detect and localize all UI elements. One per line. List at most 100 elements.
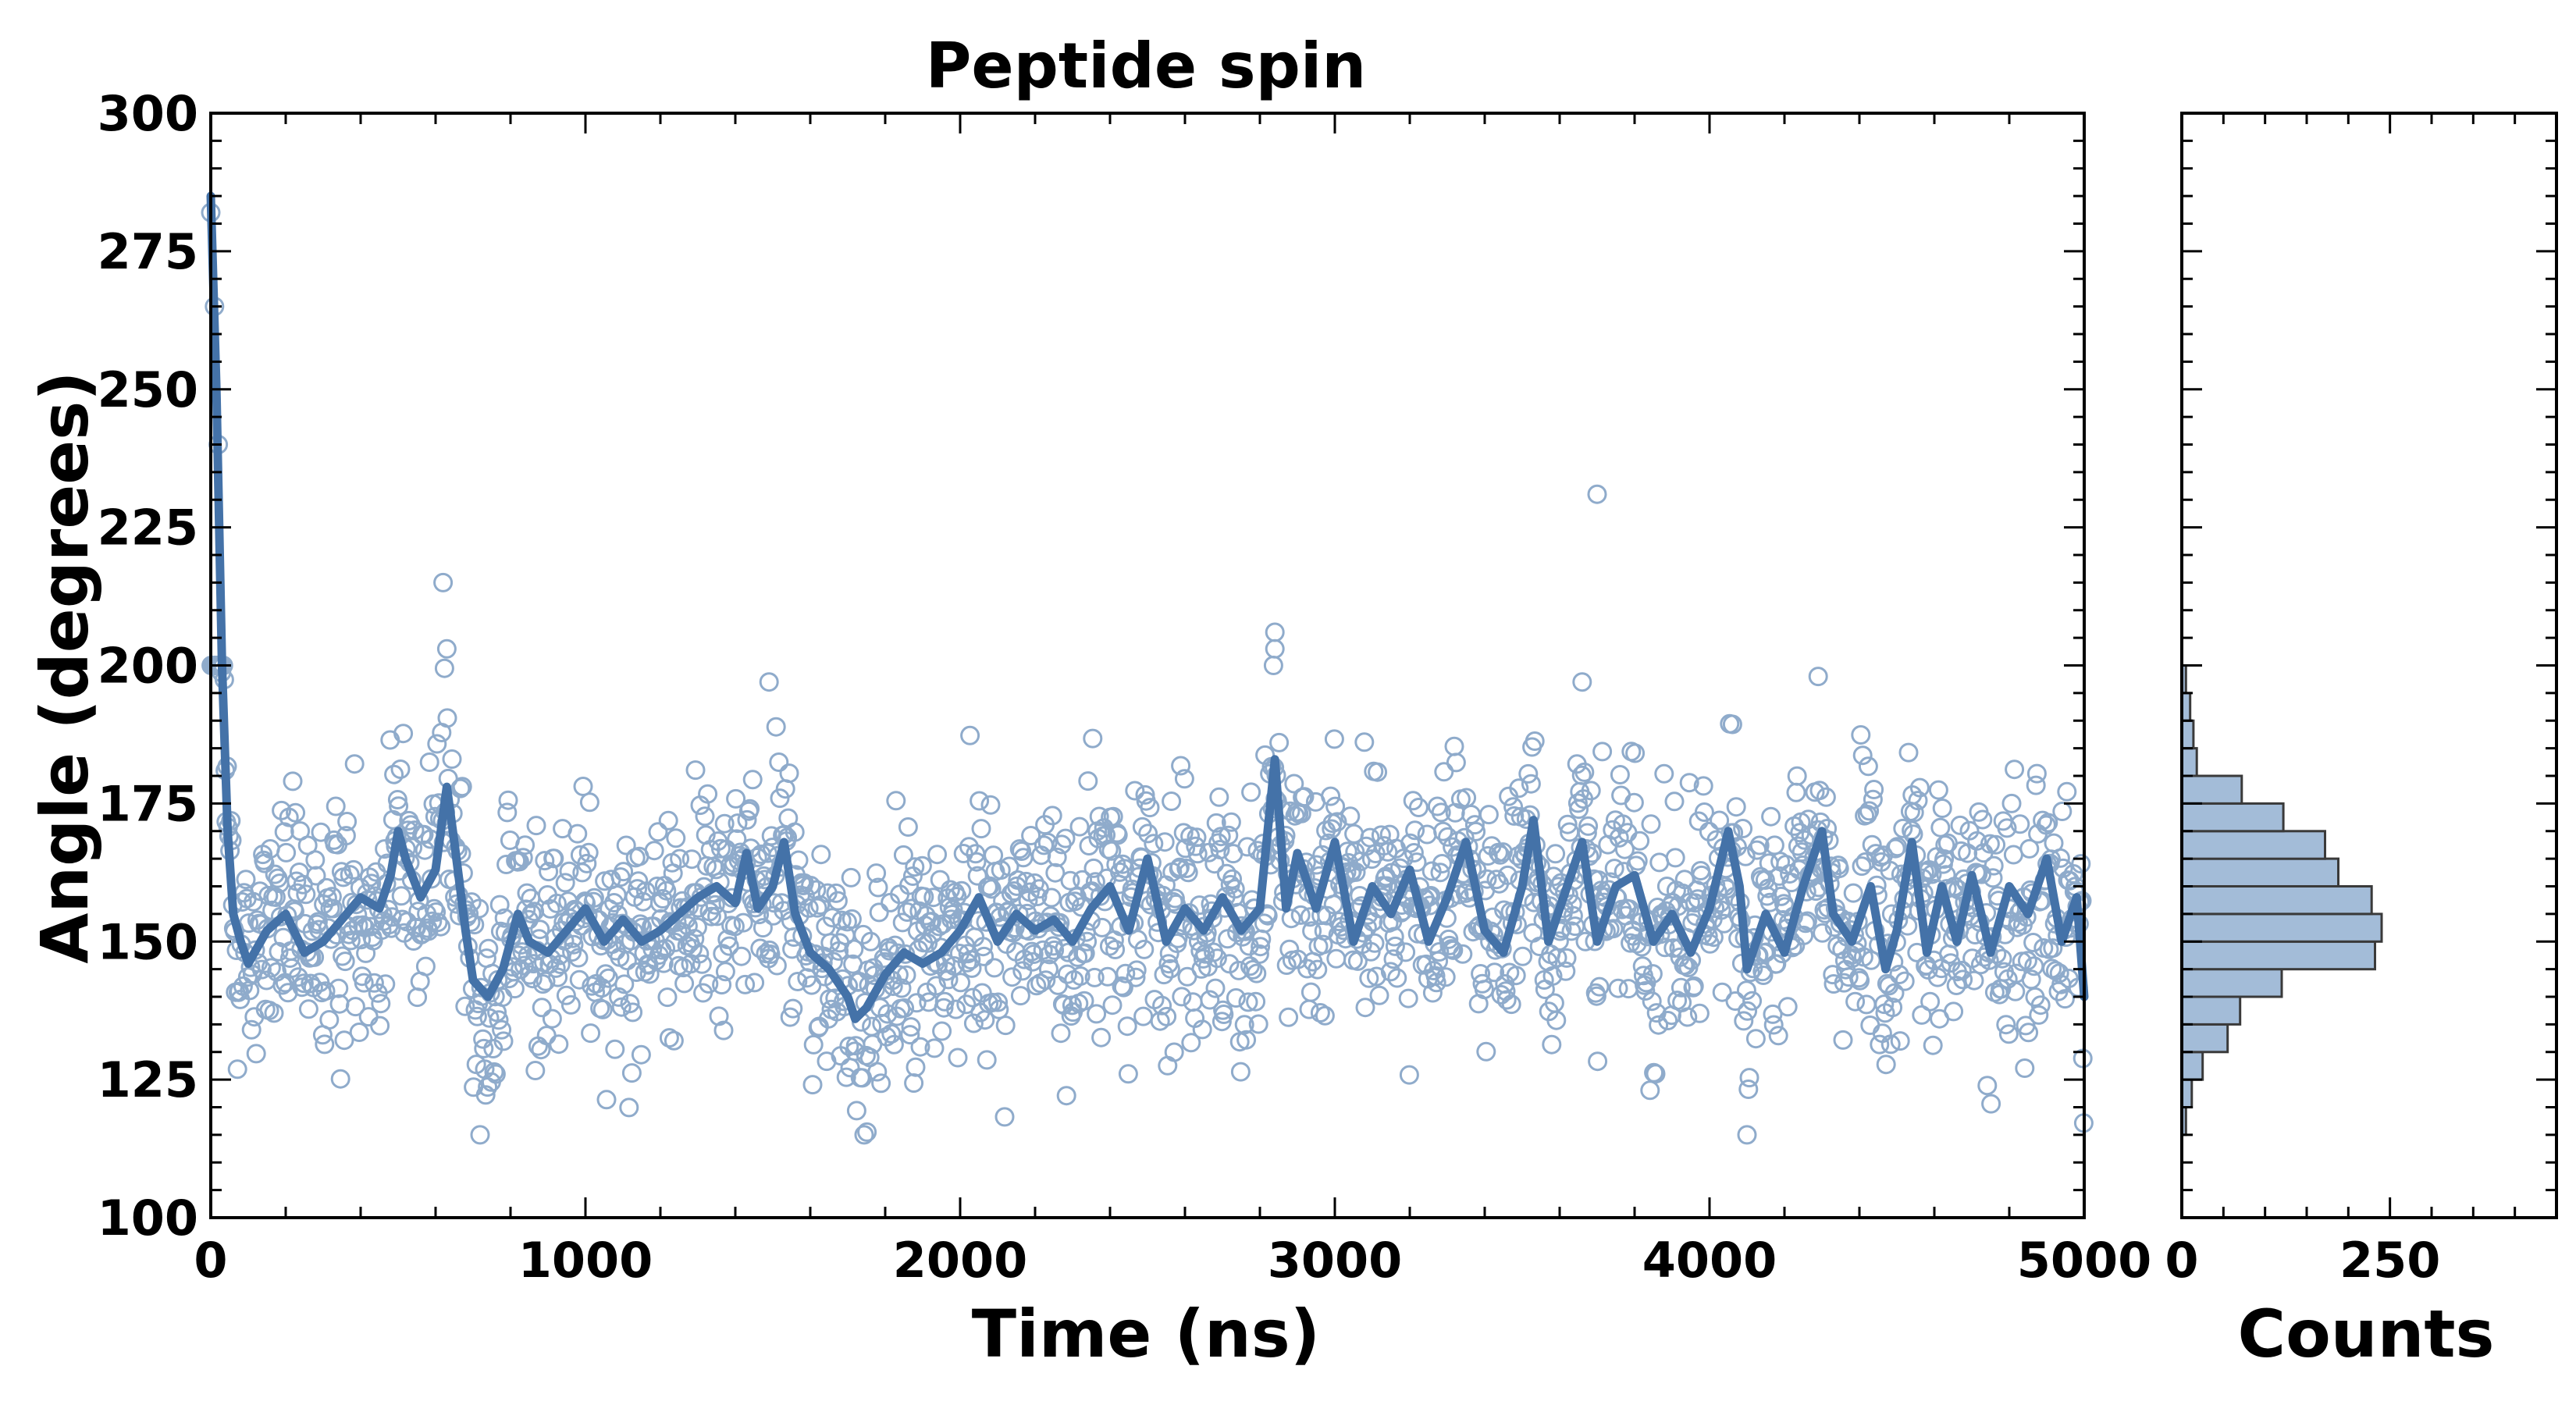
data-point xyxy=(578,842,599,863)
data-point xyxy=(1089,806,1109,827)
data-point xyxy=(635,881,656,902)
data-point xyxy=(1884,983,1905,1003)
data-point xyxy=(1628,851,1648,871)
data-point xyxy=(1710,810,1730,831)
data-point xyxy=(1658,1011,1678,1030)
x-tick-label: 1000 xyxy=(518,1232,653,1289)
data-point xyxy=(1090,886,1110,906)
data-point xyxy=(1444,736,1464,756)
data-point xyxy=(345,997,365,1017)
data-point xyxy=(827,891,848,911)
data-point xyxy=(337,812,358,831)
data-point xyxy=(1026,976,1047,996)
data-point xyxy=(1317,905,1337,926)
data-point-outlier xyxy=(1265,638,1285,659)
data-point xyxy=(1561,921,1582,941)
data-point xyxy=(883,976,903,996)
data-point xyxy=(1953,969,1973,990)
data-point xyxy=(2026,763,2047,784)
data-point xyxy=(1368,762,1388,782)
data-point xyxy=(1251,937,1271,957)
data-point xyxy=(1060,870,1080,891)
data-point xyxy=(1768,1026,1788,1046)
data-point xyxy=(542,1008,562,1029)
data-point xyxy=(596,1090,617,1110)
data-point xyxy=(2017,951,2037,971)
data-point xyxy=(520,965,540,985)
data-point xyxy=(1325,796,1346,816)
data-point xyxy=(596,964,616,984)
y-axis-label: Angle (degrees) xyxy=(27,371,103,963)
data-point xyxy=(914,887,934,907)
data-point xyxy=(1018,891,1038,911)
data-point xyxy=(1234,1015,1254,1035)
data-point xyxy=(1477,869,1497,889)
data-point xyxy=(1118,1064,1138,1084)
data-point xyxy=(657,987,678,1008)
data-point xyxy=(670,848,690,869)
data-point xyxy=(1115,963,1136,984)
data-point xyxy=(733,912,753,933)
data-point xyxy=(351,930,372,950)
data-point xyxy=(1797,911,1817,931)
histogram-axis-ticks xyxy=(2180,112,2558,1219)
data-point xyxy=(735,974,756,994)
data-point xyxy=(892,912,913,933)
data-point xyxy=(1354,732,1375,752)
data-point xyxy=(994,1107,1015,1127)
data-point xyxy=(1574,762,1595,782)
data-point xyxy=(1571,765,1592,785)
data-point xyxy=(427,734,447,754)
data-point xyxy=(467,1006,487,1026)
data-point xyxy=(1162,791,1182,811)
histogram-bar xyxy=(2180,774,2243,805)
data-point xyxy=(577,853,597,873)
data-point xyxy=(609,987,629,1007)
data-point xyxy=(1908,791,1928,811)
data-point xyxy=(951,973,971,993)
data-point xyxy=(1212,1012,1232,1032)
data-point xyxy=(1225,879,1245,899)
data-point xyxy=(353,915,373,935)
data-point xyxy=(1610,765,1630,784)
data-point xyxy=(1850,970,1870,991)
data-point xyxy=(904,1073,924,1093)
data-point xyxy=(1361,849,1382,870)
data-point xyxy=(1542,966,1563,986)
data-point xyxy=(698,784,718,804)
data-point xyxy=(354,973,374,993)
data-point xyxy=(2049,963,2069,984)
data-point xyxy=(1432,854,1452,873)
data-point xyxy=(1045,863,1066,883)
data-point xyxy=(1923,1035,1943,1055)
data-point xyxy=(1738,1080,1759,1099)
data-point xyxy=(623,1002,643,1023)
data-point xyxy=(766,717,786,737)
data-point xyxy=(361,916,381,937)
data-point xyxy=(614,974,635,994)
data-point xyxy=(846,1101,866,1121)
data-point xyxy=(868,877,888,898)
data-point xyxy=(1852,745,1873,766)
data-point xyxy=(1002,967,1023,987)
data-point xyxy=(592,978,612,998)
data-point xyxy=(813,953,833,973)
data-point xyxy=(1117,1016,1137,1037)
data-point xyxy=(469,898,489,919)
data-point xyxy=(2026,775,2046,795)
data-point xyxy=(1300,982,1321,1002)
data-point xyxy=(1200,990,1220,1010)
histogram-x-axis-label: Counts xyxy=(2237,1296,2494,1372)
data-point xyxy=(492,1019,512,1040)
data-point xyxy=(1126,960,1147,980)
data-point xyxy=(349,1023,369,1042)
data-point xyxy=(1132,816,1152,837)
data-point xyxy=(560,994,581,1015)
data-point xyxy=(1664,791,1685,812)
data-point xyxy=(1036,970,1056,991)
data-point xyxy=(1665,848,1685,868)
data-point xyxy=(1998,1024,2019,1044)
data-point xyxy=(959,837,979,857)
data-point xyxy=(1860,1016,1880,1035)
data-point xyxy=(319,1010,340,1030)
